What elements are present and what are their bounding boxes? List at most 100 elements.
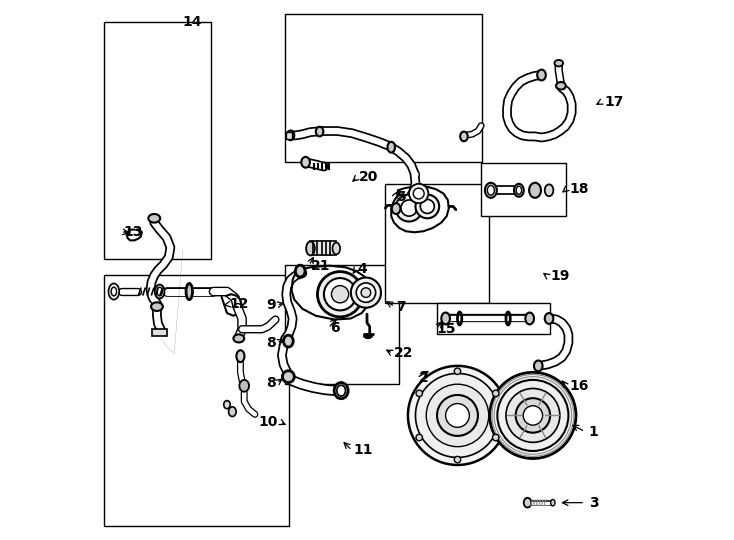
Circle shape — [506, 388, 560, 442]
Text: 12: 12 — [230, 298, 249, 312]
Text: 8: 8 — [266, 336, 275, 350]
Text: 19: 19 — [550, 269, 570, 284]
Bar — [437, 303, 550, 334]
Ellipse shape — [186, 284, 192, 300]
Circle shape — [493, 434, 499, 441]
Circle shape — [413, 188, 424, 199]
Text: 22: 22 — [394, 347, 413, 361]
Circle shape — [351, 278, 381, 308]
Circle shape — [421, 199, 435, 213]
Circle shape — [356, 283, 376, 302]
Circle shape — [324, 278, 356, 310]
Ellipse shape — [529, 183, 541, 198]
Bar — [286, 132, 291, 139]
Ellipse shape — [537, 70, 546, 80]
Ellipse shape — [554, 60, 563, 66]
Ellipse shape — [157, 287, 162, 296]
Ellipse shape — [334, 382, 348, 399]
Ellipse shape — [460, 132, 468, 141]
Text: 7: 7 — [396, 300, 406, 314]
Circle shape — [409, 184, 429, 203]
Ellipse shape — [306, 241, 315, 255]
Ellipse shape — [295, 265, 305, 277]
Ellipse shape — [550, 500, 555, 506]
Circle shape — [437, 395, 478, 436]
Text: 10: 10 — [259, 415, 278, 429]
Ellipse shape — [333, 242, 340, 254]
Circle shape — [498, 380, 568, 451]
Ellipse shape — [155, 285, 164, 299]
Ellipse shape — [487, 185, 495, 195]
Circle shape — [416, 390, 423, 396]
Ellipse shape — [556, 82, 566, 90]
Ellipse shape — [534, 361, 542, 372]
Ellipse shape — [524, 498, 531, 508]
Bar — [104, 275, 289, 526]
Bar — [285, 265, 399, 384]
Ellipse shape — [316, 127, 324, 137]
Circle shape — [415, 194, 439, 218]
Circle shape — [426, 384, 489, 447]
Ellipse shape — [283, 335, 293, 347]
Circle shape — [361, 288, 371, 298]
Text: 14: 14 — [182, 15, 202, 29]
Circle shape — [454, 368, 461, 375]
Text: 20: 20 — [358, 170, 378, 184]
Ellipse shape — [233, 334, 244, 342]
Ellipse shape — [224, 401, 230, 409]
Bar — [385, 184, 489, 303]
Text: 17: 17 — [604, 95, 623, 109]
Text: 8: 8 — [266, 376, 275, 390]
Circle shape — [446, 403, 469, 427]
Text: 15: 15 — [436, 322, 455, 336]
Text: 11: 11 — [354, 443, 373, 457]
Text: 13: 13 — [123, 225, 143, 239]
Circle shape — [516, 398, 550, 433]
Ellipse shape — [301, 157, 310, 167]
Ellipse shape — [239, 380, 249, 392]
Ellipse shape — [514, 184, 524, 197]
Ellipse shape — [388, 142, 395, 153]
Bar — [310, 241, 336, 255]
Circle shape — [493, 390, 499, 396]
Circle shape — [490, 373, 576, 458]
Circle shape — [317, 272, 363, 317]
Ellipse shape — [283, 371, 294, 382]
Ellipse shape — [109, 284, 119, 300]
Circle shape — [401, 200, 417, 216]
Ellipse shape — [392, 203, 400, 214]
Circle shape — [396, 194, 423, 221]
Ellipse shape — [151, 302, 163, 311]
Ellipse shape — [526, 313, 534, 325]
Ellipse shape — [485, 183, 497, 198]
Circle shape — [408, 366, 507, 465]
Circle shape — [415, 374, 500, 457]
Ellipse shape — [236, 350, 244, 362]
Text: 1: 1 — [589, 424, 599, 438]
Ellipse shape — [287, 131, 294, 140]
Circle shape — [416, 434, 423, 441]
Text: 6: 6 — [330, 321, 340, 335]
Text: 4: 4 — [357, 262, 367, 276]
Text: 3: 3 — [589, 496, 598, 510]
Circle shape — [523, 406, 542, 425]
Bar — [151, 329, 167, 336]
Text: 9: 9 — [266, 298, 275, 312]
Ellipse shape — [337, 385, 346, 396]
Circle shape — [332, 286, 349, 303]
Bar — [482, 164, 567, 216]
Ellipse shape — [545, 313, 553, 324]
Text: 2: 2 — [418, 371, 429, 384]
Ellipse shape — [111, 287, 117, 296]
Bar — [285, 14, 482, 163]
Ellipse shape — [516, 186, 522, 194]
Ellipse shape — [148, 214, 160, 222]
Text: 5: 5 — [397, 190, 407, 204]
Text: 16: 16 — [569, 379, 589, 393]
Text: 21: 21 — [310, 259, 330, 273]
Bar — [104, 22, 211, 259]
Ellipse shape — [228, 407, 236, 416]
Text: 18: 18 — [569, 182, 589, 196]
Ellipse shape — [441, 313, 450, 325]
Ellipse shape — [545, 184, 553, 196]
